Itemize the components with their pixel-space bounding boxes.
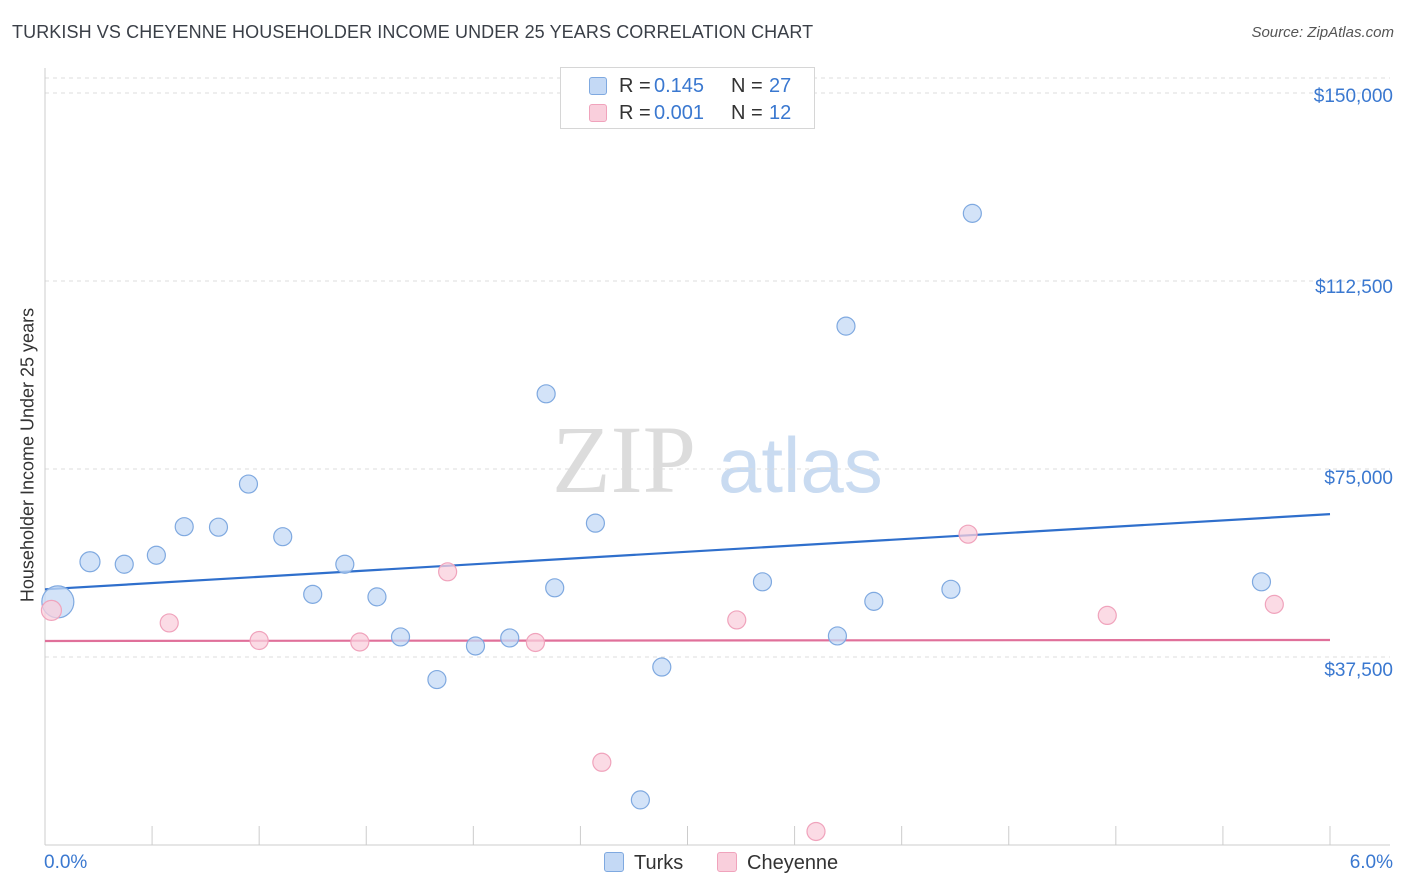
legend-label: Cheyenne — [747, 852, 839, 874]
turks-point — [146, 545, 166, 565]
legend-item-turks: Turks — [604, 852, 683, 875]
turks-point — [536, 384, 556, 404]
turks-point — [303, 584, 323, 604]
cheyenne-point — [159, 613, 179, 633]
r-value: 0.001 — [654, 102, 705, 124]
y-tick-label: $150,000 — [1313, 86, 1393, 107]
cheyenne-point — [806, 821, 826, 842]
cheyenne-trend-line — [44, 638, 1331, 643]
cheyenne-point — [1264, 594, 1284, 614]
r-label: R = — [619, 75, 651, 97]
turks-point — [335, 554, 355, 574]
turks-point — [652, 657, 672, 677]
turks-point — [1251, 572, 1272, 592]
turks-point — [630, 790, 650, 810]
turks-point — [752, 572, 773, 592]
turks-point — [114, 554, 134, 574]
watermark-zip: ZIP — [552, 406, 696, 513]
y-tick-label: $37,500 — [1324, 660, 1393, 681]
turks-point — [941, 579, 961, 599]
cheyenne-point — [592, 752, 612, 772]
cheyenne-point — [350, 632, 370, 652]
turks-point — [427, 669, 447, 690]
turks-swatch — [604, 852, 624, 872]
watermark-atlas: atlas — [718, 421, 883, 509]
r-label: R = — [619, 102, 651, 124]
y-tick-label: $112,500 — [1315, 277, 1393, 298]
y-axis-label: Householder Income Under 25 years — [17, 307, 38, 603]
n-value: 12 — [769, 102, 792, 124]
turks-point — [545, 578, 565, 598]
y-tick-label: $75,000 — [1324, 468, 1393, 489]
correlation-legend: R = 0.145 N = 27 R = 0.001 N = 12 — [560, 67, 815, 129]
turks-point — [585, 513, 606, 533]
legend-item-cheyenne: Cheyenne — [717, 852, 838, 875]
turks-swatch — [589, 77, 607, 95]
legend-row-turks: R = 0.145 N = 27 — [561, 74, 814, 100]
cheyenne-swatch — [589, 104, 607, 122]
chart-title: TURKISH VS CHEYENNE HOUSEHOLDER INCOME U… — [12, 22, 814, 42]
turks-point — [390, 627, 411, 647]
turks-point — [500, 628, 520, 648]
turks-trend-line — [44, 513, 1331, 591]
turks-point — [273, 527, 293, 547]
turks-point — [79, 551, 101, 573]
turks-point — [465, 636, 486, 656]
turks-point — [367, 587, 387, 607]
x-tick-label: 6.0% — [1349, 852, 1393, 873]
cheyenne-point — [958, 524, 978, 544]
turks-point — [836, 316, 856, 336]
x-tick-label: 0.0% — [44, 852, 88, 873]
turks-point — [864, 591, 884, 611]
cheyenne-point — [40, 599, 63, 621]
cheyenne-swatch — [717, 852, 737, 872]
legend-label: Turks — [634, 852, 684, 874]
turks-point — [962, 203, 982, 223]
turks-point — [238, 474, 259, 494]
cheyenne-point — [727, 610, 747, 630]
r-value: 0.145 — [654, 75, 705, 97]
cheyenne-point — [525, 632, 546, 653]
turks-point — [174, 517, 194, 537]
n-value: 27 — [769, 75, 792, 97]
legend-row-cheyenne: R = 0.001 N = 12 — [561, 101, 814, 127]
source-label: Source: ZipAtlas.com — [1251, 24, 1394, 41]
turks-point — [827, 626, 848, 646]
cheyenne-point — [249, 630, 269, 651]
n-label: N = — [731, 102, 763, 124]
cheyenne-point — [438, 562, 458, 582]
cheyenne-point — [1097, 605, 1117, 626]
turks-point — [208, 517, 229, 537]
n-label: N = — [731, 75, 763, 97]
